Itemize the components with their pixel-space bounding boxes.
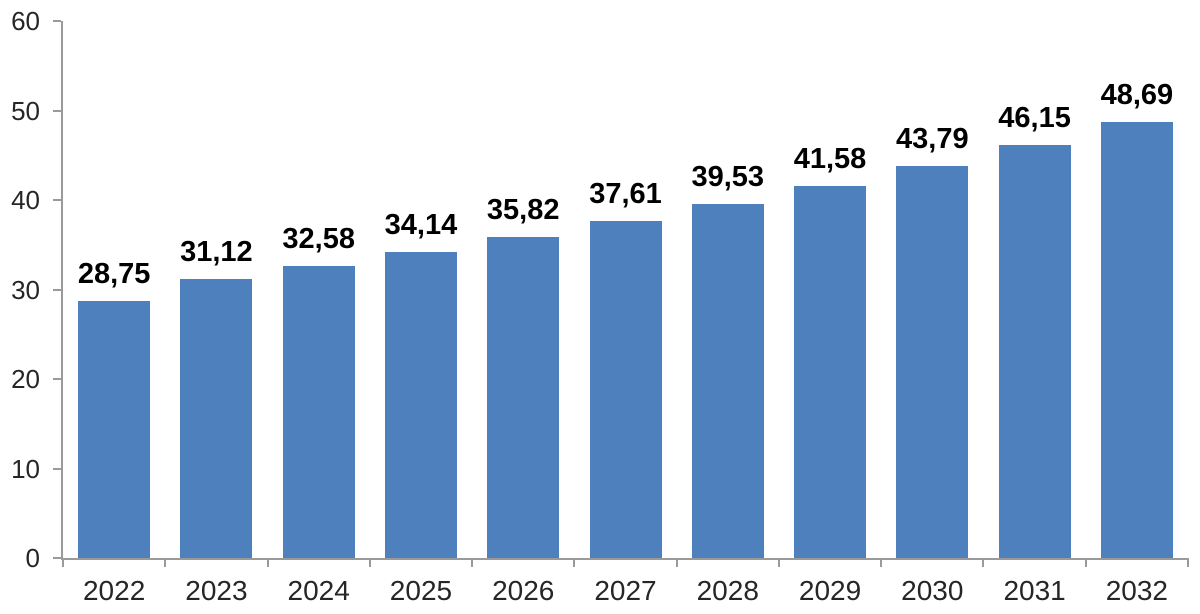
y-axis-tick-label: 10 — [11, 453, 40, 484]
bar — [998, 144, 1071, 558]
y-axis-tick — [53, 199, 61, 201]
bar-value-label: 37,61 — [589, 178, 662, 211]
bar — [78, 300, 151, 558]
x-axis-tick-label: 2028 — [696, 575, 759, 606]
y-axis-tick-label: 0 — [25, 543, 40, 573]
x-axis-tick — [982, 558, 985, 567]
x-axis-tick-label: 2031 — [1003, 575, 1066, 606]
y-axis-line — [61, 21, 63, 558]
bar — [691, 204, 764, 558]
bar-value-label: 48,69 — [1100, 79, 1174, 112]
bar-value-label: 41,58 — [793, 142, 867, 175]
bar — [589, 221, 662, 558]
y-axis-tick-label: 60 — [11, 6, 40, 36]
x-axis-tick — [675, 558, 678, 567]
bar — [794, 185, 867, 558]
x-axis-line — [61, 558, 1188, 560]
x-axis-tick — [164, 558, 167, 567]
x-axis-tick — [62, 558, 64, 567]
y-axis-tick — [53, 288, 61, 291]
x-axis-tick — [1187, 558, 1189, 567]
y-axis-tick-label: 50 — [11, 95, 40, 126]
y-axis-tick — [53, 378, 61, 380]
x-axis-tick-label: 2023 — [185, 575, 248, 606]
bar — [180, 279, 253, 558]
bar — [1100, 122, 1173, 558]
x-axis-tick — [1084, 558, 1087, 567]
x-axis-tick-label: 2022 — [82, 575, 146, 606]
bar — [384, 252, 457, 558]
bar-value-label: 43,79 — [896, 123, 969, 156]
x-axis-tick-label: 2026 — [492, 575, 555, 606]
y-axis-tick-label: 30 — [11, 274, 40, 305]
x-axis-tick — [573, 558, 576, 567]
bar-value-label: 31,12 — [180, 236, 253, 269]
y-axis-tick-label: 20 — [11, 364, 40, 394]
x-axis-tick-label: 2030 — [901, 575, 964, 606]
y-axis-tick — [53, 20, 61, 22]
bar-value-label: 39,53 — [691, 161, 765, 194]
x-axis-tick — [471, 558, 474, 567]
y-axis-tick — [53, 467, 61, 470]
x-axis-tick-label: 2027 — [594, 575, 657, 606]
bar-value-label: 34,14 — [384, 209, 458, 242]
bar-value-label: 28,75 — [77, 257, 151, 290]
x-axis-tick-label: 2024 — [287, 575, 350, 606]
bar-value-label: 46,15 — [998, 101, 1071, 134]
y-axis-tick — [53, 109, 61, 112]
bar-value-label: 35,82 — [486, 194, 560, 227]
x-axis-tick-label: 2029 — [798, 575, 862, 606]
x-axis-tick — [880, 558, 883, 567]
x-axis-tick-label: 2032 — [1105, 575, 1168, 606]
bar-value-label: 32,58 — [282, 223, 355, 256]
y-axis-tick-label: 40 — [11, 185, 40, 215]
x-axis-tick — [368, 558, 371, 567]
x-axis-tick-label: 2025 — [389, 575, 453, 606]
y-axis-tick — [53, 557, 61, 559]
x-axis-tick — [266, 558, 269, 567]
bar — [487, 237, 560, 558]
bar — [282, 266, 355, 558]
x-axis-tick — [777, 558, 780, 567]
bar — [896, 166, 969, 558]
